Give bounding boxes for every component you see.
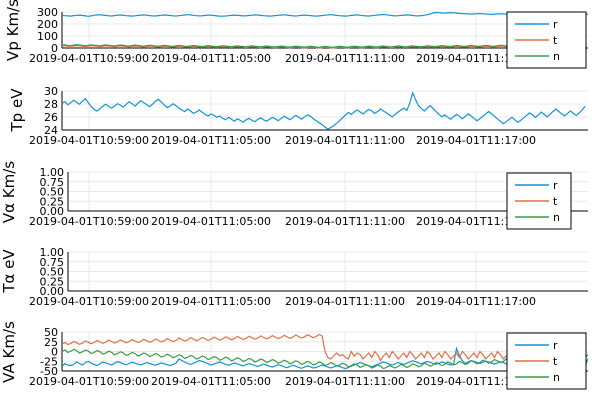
x-tick-label: 2019-04-01T11:17:00 — [416, 134, 536, 147]
x-tick-label: 2019-04-01T10:59:00 — [29, 295, 149, 308]
y-tick-label: 300 — [37, 6, 58, 19]
y-tick-label: 1.00 — [40, 246, 65, 259]
y-tick-label: 25 — [44, 336, 58, 349]
y-tick-label: 50 — [44, 326, 58, 339]
y-tick-label: 0.25 — [40, 195, 65, 208]
x-tick-label: 2019-04-01T11:11:00 — [285, 375, 405, 388]
y-tick-label: 0.50 — [40, 186, 65, 199]
x-tick-label: 2019-04-01T11:11:00 — [285, 215, 405, 228]
y-tick-label: 0.00 — [40, 285, 65, 298]
x-tick-label: 2019-04-01T11:17:00 — [416, 295, 536, 308]
x-tick-label: 2019-04-01T11:05:00 — [151, 134, 271, 147]
x-tick-label: 2019-04-01T10:59:00 — [29, 52, 149, 65]
series-line-main — [62, 91, 586, 130]
y-tick-label: 0 — [51, 42, 58, 55]
x-tick-label: 2019-04-01T11:11:00 — [285, 134, 405, 147]
y-tick-label: 0.50 — [40, 266, 65, 279]
y-tick-label: -25 — [40, 355, 58, 368]
series-line-n — [62, 348, 588, 370]
legend-label-r: r — [553, 339, 558, 352]
x-tick-label: 2019-04-01T11:05:00 — [151, 295, 271, 308]
series-line-t — [62, 333, 577, 362]
legend: rtn — [506, 172, 572, 230]
y-axis-label: Vα Km/s — [0, 161, 18, 223]
x-tick-label: 2019-04-01T11:05:00 — [151, 52, 271, 65]
y-tick-label: 100 — [37, 30, 58, 43]
y-tick-label: 0 — [51, 346, 58, 359]
y-tick-label: 200 — [37, 18, 58, 31]
x-tick-label: 2019-04-01T11:17:00 — [416, 375, 536, 388]
x-tick-label: 2019-04-01T11:11:00 — [285, 52, 405, 65]
y-tick-label: 26 — [44, 111, 58, 124]
x-tick-label: 2019-04-01T10:59:00 — [29, 134, 149, 147]
y-tick-label: 30 — [44, 85, 58, 98]
legend-label-n: n — [553, 211, 560, 224]
y-axis-label: VA Km/s — [0, 321, 18, 383]
y-tick-label: 0.00 — [40, 205, 65, 218]
y-tick-label: 24 — [44, 124, 58, 137]
y-tick-label: 28 — [44, 98, 58, 111]
x-tick-label: 2019-04-01T11:05:00 — [151, 375, 271, 388]
x-tick-label: 2019-04-01T11:05:00 — [151, 215, 271, 228]
x-tick-label: 2019-04-01T11:17:00 — [416, 215, 536, 228]
legend-label-r: r — [553, 18, 558, 31]
series-line-r — [62, 11, 588, 17]
x-tick-label: 2019-04-01T10:59:00 — [29, 215, 149, 228]
y-tick-label: 1.00 — [40, 166, 65, 179]
legend: rtn — [506, 332, 587, 390]
y-axis-label: Tα eV — [0, 249, 18, 294]
x-tick-label: 2019-04-01T11:11:00 — [285, 295, 405, 308]
y-tick-label: -50 — [40, 365, 58, 378]
x-tick-label: 2019-04-01T10:59:00 — [29, 375, 149, 388]
series-line-n — [62, 44, 568, 48]
y-axis-label: Vp Km/s — [4, 0, 22, 61]
legend-label-n: n — [553, 371, 560, 384]
y-tick-label: 0.75 — [40, 256, 65, 269]
legend-label-t: t — [553, 34, 558, 47]
legend-label-r: r — [553, 179, 558, 192]
legend-label-t: t — [553, 355, 558, 368]
legend-label-n: n — [553, 50, 560, 63]
x-tick-label: 2019-04-01T11:17:00 — [416, 52, 536, 65]
y-axis-label: Tp eV — [8, 88, 26, 133]
y-tick-label: 0.25 — [40, 275, 65, 288]
legend-label-t: t — [553, 195, 558, 208]
legend: rtn — [506, 11, 587, 69]
y-tick-label: 0.75 — [40, 176, 65, 189]
